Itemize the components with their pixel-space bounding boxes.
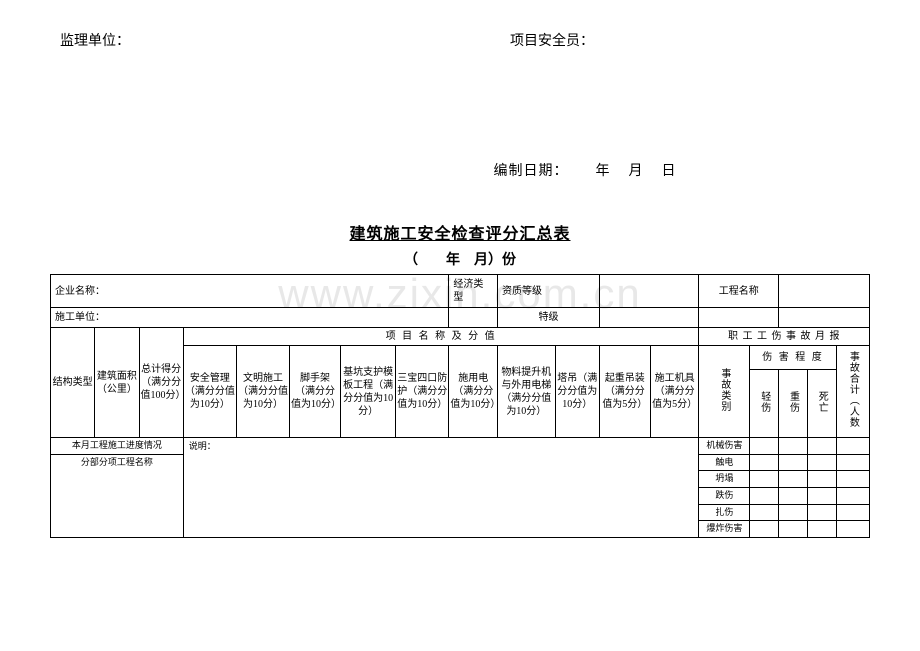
project-name-cell: 工程名称 xyxy=(699,275,779,308)
col-items-header: 项 目 名 称 及 分 值 xyxy=(183,328,699,346)
mech-injury: 机械伤害 xyxy=(699,438,750,455)
c-2 xyxy=(779,471,808,488)
shock: 触电 xyxy=(699,454,750,471)
col-struct: 结构类型 xyxy=(51,328,95,438)
col-area: 建筑面积（公里） xyxy=(95,328,139,438)
month-char: 月 xyxy=(629,164,644,179)
s-2 xyxy=(779,454,808,471)
col-foundation: 基坑支护模板工程（满分分值为10分） xyxy=(340,346,395,438)
st-2 xyxy=(779,504,808,521)
col-total: 总计得分（满分分值100分） xyxy=(139,328,183,438)
day-char: 日 xyxy=(662,164,677,179)
f-2 xyxy=(779,488,808,505)
sub-title: （ 年 月）份 xyxy=(50,249,870,269)
qual-level-cell: 资质等级 xyxy=(498,275,600,308)
progress-label: 本月工程施工进度情况 xyxy=(51,438,184,455)
s-1 xyxy=(750,454,779,471)
col-scaffold: 脚手架（满分分值为10分） xyxy=(290,346,341,438)
year-char: 年 xyxy=(596,164,611,179)
empty1 xyxy=(449,308,498,328)
death-text: 死亡 xyxy=(815,391,828,413)
c-1 xyxy=(750,471,779,488)
e-4 xyxy=(836,521,869,538)
desc-cell: 说明： xyxy=(183,438,699,538)
col-total-acc: 事故合计（人数 xyxy=(836,346,869,438)
st-3 xyxy=(807,504,836,521)
s-4 xyxy=(836,454,869,471)
st-1 xyxy=(750,504,779,521)
fall: 跌伤 xyxy=(699,488,750,505)
f-4 xyxy=(836,488,869,505)
accident-type-text: 事故类别 xyxy=(718,368,731,412)
supervisor-label: 监理单位： xyxy=(60,30,410,50)
empty4 xyxy=(779,308,870,328)
e-3 xyxy=(807,521,836,538)
e-1 xyxy=(750,521,779,538)
collapse: 坍塌 xyxy=(699,471,750,488)
col-crane: 起重吊装（满分分值为5分） xyxy=(599,346,650,438)
col-death: 死亡 xyxy=(807,370,836,438)
company-cell: 企业名称： xyxy=(51,275,449,308)
project-name-value xyxy=(779,275,870,308)
total-acc-text: 事故合计（人数 xyxy=(846,351,859,428)
empty2 xyxy=(599,308,699,328)
const-unit-cell: 施工单位： xyxy=(51,308,449,328)
col-accident-type: 事故类别 xyxy=(699,346,750,438)
f-3 xyxy=(807,488,836,505)
sub-project: 分部分项工程名称 xyxy=(51,454,184,537)
main-table: 企业名称： 经济类型 资质等级 工程名称 施工单位： 特级 结构类型 建筑面积（… xyxy=(50,274,870,538)
c-4 xyxy=(836,471,869,488)
safety-officer-label: 项目安全员： xyxy=(410,30,860,50)
serious-text: 重伤 xyxy=(787,391,800,413)
col-safety: 安全管理（满分分值为10分） xyxy=(183,346,236,438)
col-injury-degree: 伤 害 程 度 xyxy=(750,346,836,370)
main-title: 建筑施工安全检查评分汇总表 xyxy=(50,220,870,244)
minor-text: 轻伤 xyxy=(758,391,771,413)
col-mach: 施工机具（满分分值为5分） xyxy=(650,346,699,438)
col-tower: 塔吊（满分分值为10分） xyxy=(555,346,599,438)
col-lift: 物料提升机与外用电梯（满分分值为10分） xyxy=(498,346,556,438)
empty3 xyxy=(699,308,779,328)
col-elec: 施用电（满分分值为10分） xyxy=(449,346,498,438)
col-minor: 轻伤 xyxy=(750,370,779,438)
c-3 xyxy=(807,471,836,488)
e-2 xyxy=(779,521,808,538)
date-line: 编制日期： 年 月 日 xyxy=(50,160,870,180)
col-civil: 文明施工（满分分值为10分） xyxy=(236,346,289,438)
stab: 扎伤 xyxy=(699,504,750,521)
mi-3 xyxy=(807,438,836,455)
st-4 xyxy=(836,504,869,521)
mi-2 xyxy=(779,438,808,455)
s-3 xyxy=(807,454,836,471)
special-cell: 特级 xyxy=(498,308,600,328)
mi-1 xyxy=(750,438,779,455)
mi-4 xyxy=(836,438,869,455)
date-label: 编制日期： xyxy=(494,164,569,179)
col-treasure: 三宝四口防护（满分分值为10分） xyxy=(396,346,449,438)
col-injury-header: 职 工 工 伤 事 故 月 报 xyxy=(699,328,870,346)
f-1 xyxy=(750,488,779,505)
econ-type-cell: 经济类型 xyxy=(449,275,498,308)
qual-value-cell xyxy=(599,275,699,308)
col-serious: 重伤 xyxy=(779,370,808,438)
explosion: 爆炸伤害 xyxy=(699,521,750,538)
